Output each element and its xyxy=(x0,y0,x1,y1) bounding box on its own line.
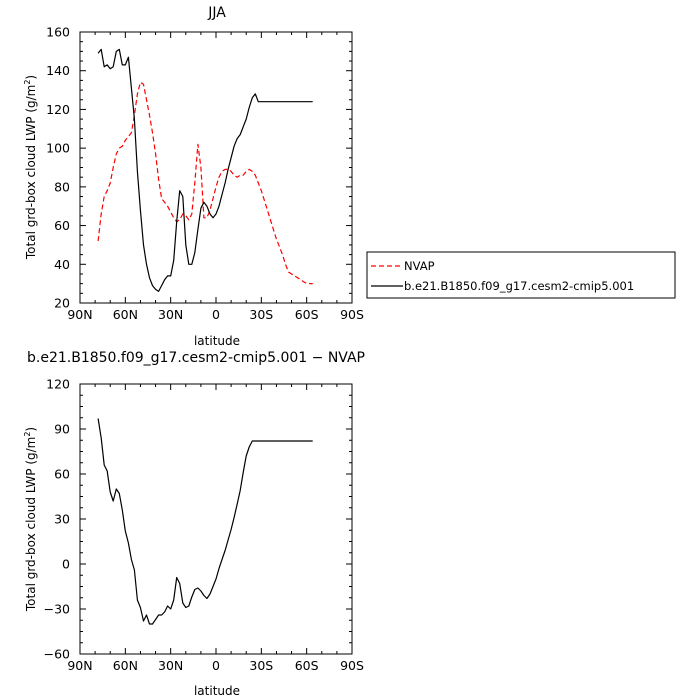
bottom-x-tick-label: 90S xyxy=(340,658,364,673)
top-y-axis-label: Total grd-box cloud LWP (g/m2) xyxy=(23,75,38,260)
top-x-tick-label: 0 xyxy=(212,307,220,322)
top-y-tick-label: 60 xyxy=(54,218,70,233)
bottom-y-tick-label: 90 xyxy=(54,422,70,437)
top-series-line-model xyxy=(97,48,313,292)
bottom-y-axis-label-sup: 2 xyxy=(23,432,32,437)
panel-top: JJA 90N 60N 30N 0 30S 60S 90S 20 40 60 80 100 120 140… xyxy=(23,5,364,348)
bottom-y-tick-label: 30 xyxy=(54,512,70,527)
bottom-y-axis-label-main: Total grd-box cloud LWP (g/m xyxy=(24,437,38,612)
bottom-x-tick-label: 0 xyxy=(212,658,220,673)
top-y-axis-label-main: Total grd-box cloud LWP (g/m xyxy=(24,85,38,260)
legend: NVAP b.e21.B1850.f09_g17.cesm2-cmip5.001 xyxy=(366,251,676,299)
bottom-x-tick-label: 60N xyxy=(113,658,138,673)
bottom-y-tick-label: 60 xyxy=(54,467,70,482)
top-x-tick-label: 90S xyxy=(340,307,364,322)
bottom-y-tick-label: −60 xyxy=(44,647,70,662)
bottom-y-tick-label: 120 xyxy=(46,377,70,392)
bottom-x-axis-label: latitude xyxy=(194,684,240,698)
top-y-tick-label: 80 xyxy=(54,179,70,194)
top-chart-title: JJA xyxy=(207,5,226,21)
top-x-tick-label: 30N xyxy=(158,307,183,322)
bottom-x-tick-label: 90N xyxy=(67,658,92,673)
top-y-tick-label: 40 xyxy=(54,257,70,272)
top-series-line-nvap xyxy=(97,81,313,285)
top-x-tick-label: 60S xyxy=(295,307,319,322)
top-y-axis-label-sup: 2 xyxy=(23,80,32,85)
top-y-axis-label-end: ) xyxy=(24,75,38,80)
top-y-tick-label: 100 xyxy=(46,141,70,156)
bottom-series-line-difference xyxy=(97,418,313,625)
bottom-y-tick-label: −30 xyxy=(44,602,70,617)
bottom-chart-title: b.e21.B1850.f09_g17.cesm2-cmip5.001 − NV… xyxy=(27,350,365,366)
bottom-x-tick-label: 30N xyxy=(158,658,183,673)
top-y-tick-label: 160 xyxy=(46,25,70,40)
panel-bottom: b.e21.B1850.f09_g17.cesm2-cmip5.001 − NV… xyxy=(23,350,365,698)
legend-label-nvap: NVAP xyxy=(404,259,435,273)
top-x-tick-label: 30S xyxy=(249,307,273,322)
top-y-tick-label: 140 xyxy=(46,63,70,78)
bottom-y-axis-label-end: ) xyxy=(24,427,38,432)
legend-label-model: b.e21.B1850.f09_g17.cesm2-cmip5.001 xyxy=(404,279,634,293)
top-y-tick-label: 20 xyxy=(54,296,70,311)
top-x-axis-label: latitude xyxy=(194,334,240,348)
bottom-y-tick-label: 0 xyxy=(62,557,70,572)
bottom-x-tick-label: 30S xyxy=(249,658,273,673)
legend-box xyxy=(366,251,676,299)
top-y-tick-label: 120 xyxy=(46,102,70,117)
top-x-tick-label: 90N xyxy=(67,307,92,322)
bottom-plot-frame xyxy=(79,383,353,655)
bottom-x-tick-label: 60S xyxy=(295,658,319,673)
top-plot-frame xyxy=(79,31,353,304)
bottom-y-axis-label: Total grd-box cloud LWP (g/m2) xyxy=(23,427,38,612)
top-x-tick-label: 60N xyxy=(113,307,138,322)
